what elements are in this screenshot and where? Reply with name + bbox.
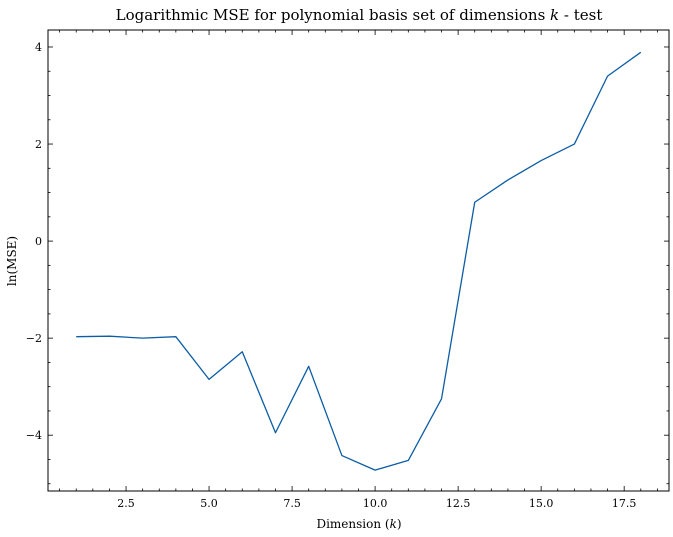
data-point — [374, 469, 377, 472]
data-point — [606, 75, 609, 78]
data-point — [407, 459, 410, 462]
data-point — [108, 335, 111, 338]
x-tick-label: 17.5 — [612, 497, 637, 510]
data-point — [540, 159, 543, 162]
data-point — [274, 431, 277, 434]
x-tick-label: 2.5 — [117, 497, 135, 510]
x-tick-label: 5.0 — [200, 497, 218, 510]
data-point — [473, 201, 476, 204]
data-point — [639, 51, 642, 54]
y-tick-label: 2 — [35, 138, 42, 151]
x-axis-label: Dimension (k) — [316, 517, 401, 531]
x-tick-label: 15.0 — [529, 497, 554, 510]
chart-title: Logarithmic MSE for polynomial basis set… — [116, 6, 603, 24]
data-point — [241, 350, 244, 353]
data-point — [506, 178, 509, 181]
data-point — [307, 365, 310, 368]
y-tick-label: −2 — [26, 332, 42, 345]
x-axis-label-variable: k — [390, 517, 397, 531]
y-tick-label: 0 — [35, 235, 42, 248]
y-axis-label: ln(MSE) — [5, 236, 19, 286]
y-tick-label: −4 — [26, 429, 42, 442]
data-point — [440, 397, 443, 400]
x-tick-label: 10.0 — [363, 497, 388, 510]
data-point — [75, 335, 78, 338]
data-point — [141, 337, 144, 340]
x-tick-label: 7.5 — [283, 497, 301, 510]
x-tick-label: 12.5 — [446, 497, 471, 510]
data-point — [340, 454, 343, 457]
data-point — [174, 335, 177, 338]
data-point — [573, 143, 576, 146]
chart-title-variable: k — [550, 6, 559, 24]
y-tick-label: 4 — [35, 41, 42, 54]
data-point — [208, 378, 211, 381]
